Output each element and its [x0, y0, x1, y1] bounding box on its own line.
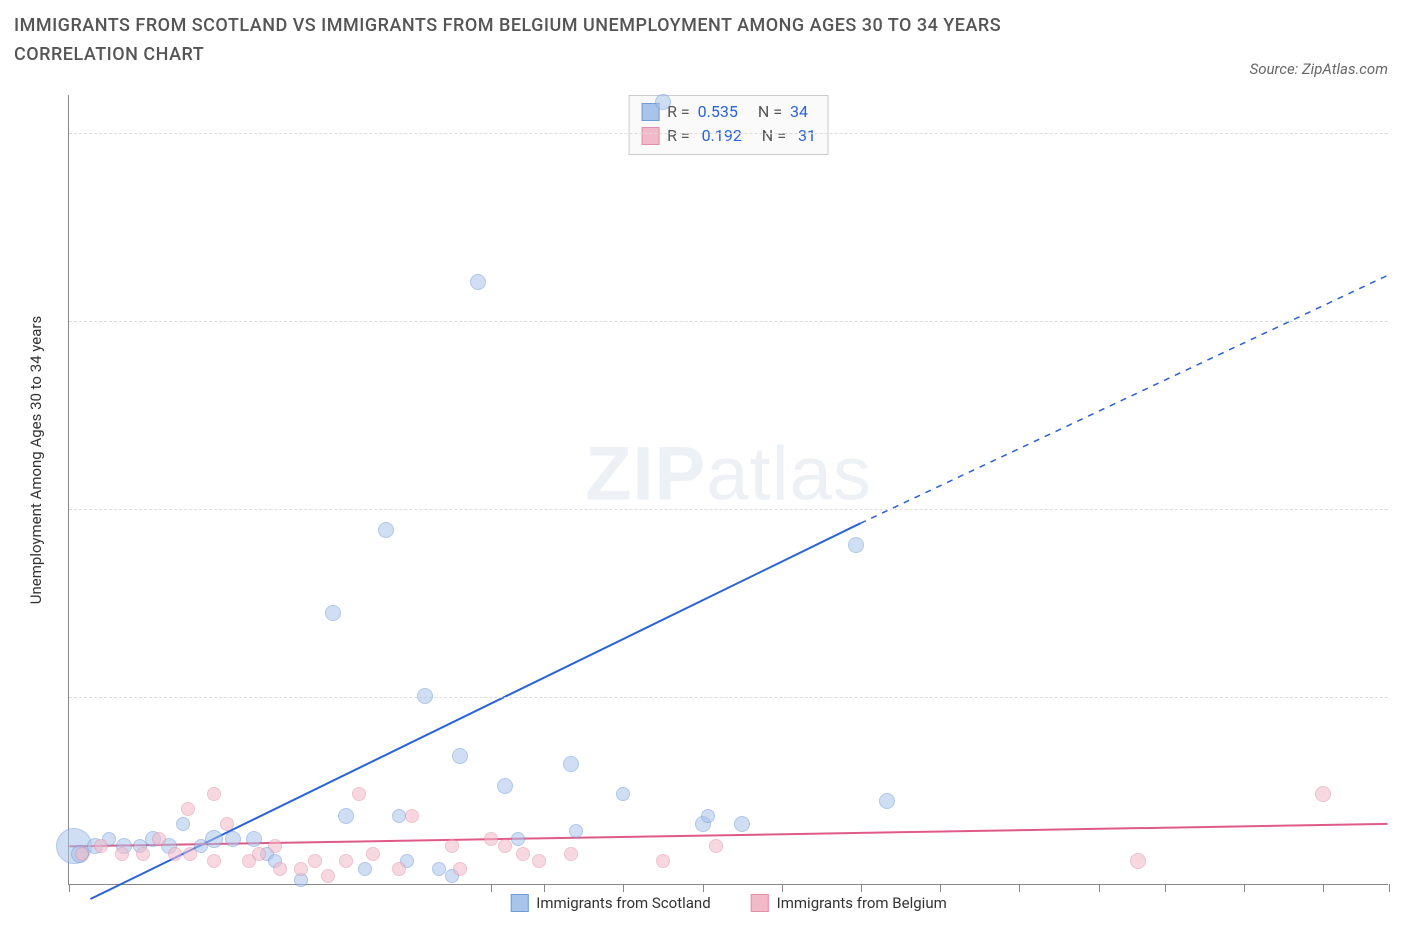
belgium-point [152, 832, 166, 846]
belgium-point [273, 862, 287, 876]
swatch-scotland-icon [510, 894, 528, 912]
scotland-point [378, 522, 394, 538]
swatch-belgium-icon [751, 894, 769, 912]
gridline [69, 697, 1388, 698]
x-tick [782, 884, 783, 892]
belgium-point [656, 854, 670, 868]
scotland-point [392, 809, 406, 823]
belgium-point [484, 832, 498, 846]
x-tick [1165, 884, 1166, 892]
belgium-point [252, 847, 266, 861]
x-tick [623, 884, 624, 892]
scotland-point [225, 831, 241, 847]
belgium-point [268, 839, 282, 853]
belgium-point [1130, 853, 1146, 869]
scotland-point [176, 817, 190, 831]
gridline [69, 133, 1388, 134]
scotland-point [497, 778, 513, 794]
belgium-point [294, 862, 308, 876]
belgium-point [75, 847, 89, 861]
scotland-point [848, 537, 864, 553]
belgium-point [516, 847, 530, 861]
belgium-point [136, 847, 150, 861]
scotland-point [879, 793, 895, 809]
plot-area: ZIPatlas R = 0.535 N = 34 R = 0.192 N = … [68, 95, 1388, 885]
scotland-point [655, 94, 671, 110]
x-tick [703, 884, 704, 892]
source-attribution: Source: ZipAtlas.com [1250, 60, 1388, 78]
legend-row-belgium: R = 0.192 N = 31 [641, 124, 816, 148]
legend-item-belgium: Immigrants from Belgium [751, 894, 947, 912]
scotland-point [563, 756, 579, 772]
belgium-point [308, 854, 322, 868]
gridline [69, 321, 1388, 322]
scotland-point [325, 605, 341, 621]
belgium-point [709, 839, 723, 853]
scotland-point [701, 809, 715, 823]
belgium-point [183, 847, 197, 861]
x-tick [69, 884, 70, 892]
legend-label: Immigrants from Scotland [536, 894, 710, 912]
x-tick [940, 884, 941, 892]
x-tick [1099, 884, 1100, 892]
legend-label: Immigrants from Belgium [777, 894, 947, 912]
scotland-point [338, 808, 354, 824]
x-tick [491, 884, 492, 892]
scotland-point [432, 862, 446, 876]
belgium-point [1315, 786, 1331, 802]
x-tick [544, 884, 545, 892]
belgium-point [498, 839, 512, 853]
watermark: ZIPatlas [585, 430, 872, 517]
x-tick [1244, 884, 1245, 892]
belgium-point [392, 862, 406, 876]
series-legend: Immigrants from Scotland Immigrants from… [510, 894, 947, 912]
belgium-point [352, 787, 366, 801]
scotland-point [569, 824, 583, 838]
swatch-belgium [641, 127, 659, 145]
scotland-point [511, 832, 525, 846]
belgium-point [339, 854, 353, 868]
y-axis-label: Unemployment Among Ages 30 to 34 years [27, 316, 45, 604]
belgium-point [405, 809, 419, 823]
scotland-point [358, 862, 372, 876]
x-tick [1019, 884, 1020, 892]
trend-lines [69, 95, 1388, 884]
chart-title: IMMIGRANTS FROM SCOTLAND VS IMMIGRANTS F… [14, 12, 1114, 70]
gridline [69, 509, 1388, 510]
belgium-point [532, 854, 546, 868]
x-tick [1389, 884, 1390, 892]
belgium-point [366, 847, 380, 861]
belgium-point [564, 847, 578, 861]
scotland-point [246, 831, 262, 847]
scotland-point [616, 787, 630, 801]
scotland-point [452, 748, 468, 764]
belgium-point [168, 847, 182, 861]
belgium-point [115, 847, 129, 861]
belgium-point [453, 862, 467, 876]
scotland-point [470, 274, 486, 290]
belgium-point [207, 854, 221, 868]
scotland-point [734, 816, 750, 832]
legend-item-scotland: Immigrants from Scotland [510, 894, 710, 912]
belgium-point [94, 839, 108, 853]
scotland-point [205, 830, 223, 848]
x-tick [1323, 884, 1324, 892]
belgium-point [181, 802, 195, 816]
x-tick [861, 884, 862, 892]
scotland-point [417, 688, 433, 704]
belgium-point [445, 839, 459, 853]
belgium-point [321, 869, 335, 883]
belgium-point [207, 787, 221, 801]
belgium-point [220, 817, 234, 831]
